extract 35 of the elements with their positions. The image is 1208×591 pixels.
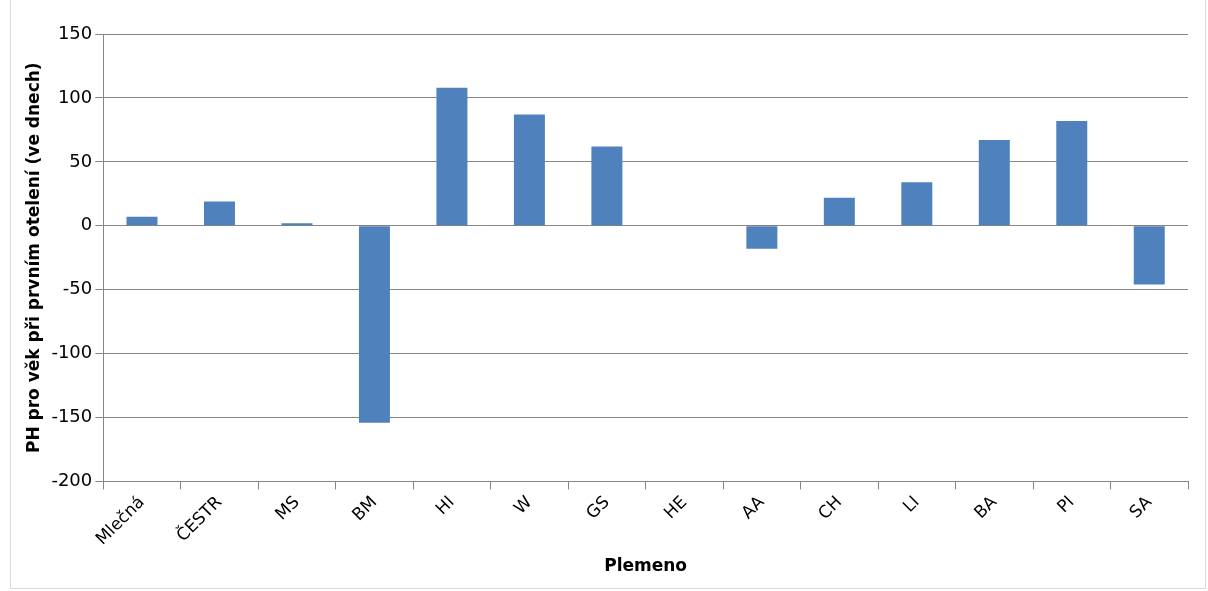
x-tick-label: LI [898,491,923,516]
y-tick-label: 150 [57,21,93,43]
bar [203,201,235,226]
x-tick-label: W [509,491,536,518]
y-tick-label: 0 [80,213,93,235]
bar [901,182,933,226]
x-tick-label: BA [969,491,1001,523]
bar [823,197,855,226]
x-tick-label: HE [659,491,691,523]
x-tick-label: BM [347,491,381,525]
bar [436,87,468,226]
bar [1056,120,1088,226]
x-tick-label: HI [431,491,458,519]
y-tick-label: -150 [51,405,93,427]
bar [978,140,1010,226]
y-tick-label: -200 [51,469,93,491]
y-tick-label: 100 [57,85,93,107]
bar [513,114,545,226]
x-tick-label: CH [813,491,846,524]
bar [746,226,778,249]
bar [281,223,313,226]
x-tick-label: GS [581,491,613,523]
bar [591,146,623,226]
x-tick-label: MS [270,491,303,524]
x-tick-label: AA [736,491,769,523]
y-axis-title: PH pro věk při prvním otelení (ve dnech) [22,62,43,454]
y-tick-label: -50 [62,277,93,299]
bar [126,216,158,226]
x-tick-label: SA [1124,491,1156,522]
bar [358,226,390,423]
y-tick-label: -100 [51,341,93,363]
x-axis-title: Plemeno [604,555,688,576]
x-tick-label: PI [1052,491,1078,517]
bar [1133,226,1165,285]
y-tick-label: 50 [69,149,93,171]
